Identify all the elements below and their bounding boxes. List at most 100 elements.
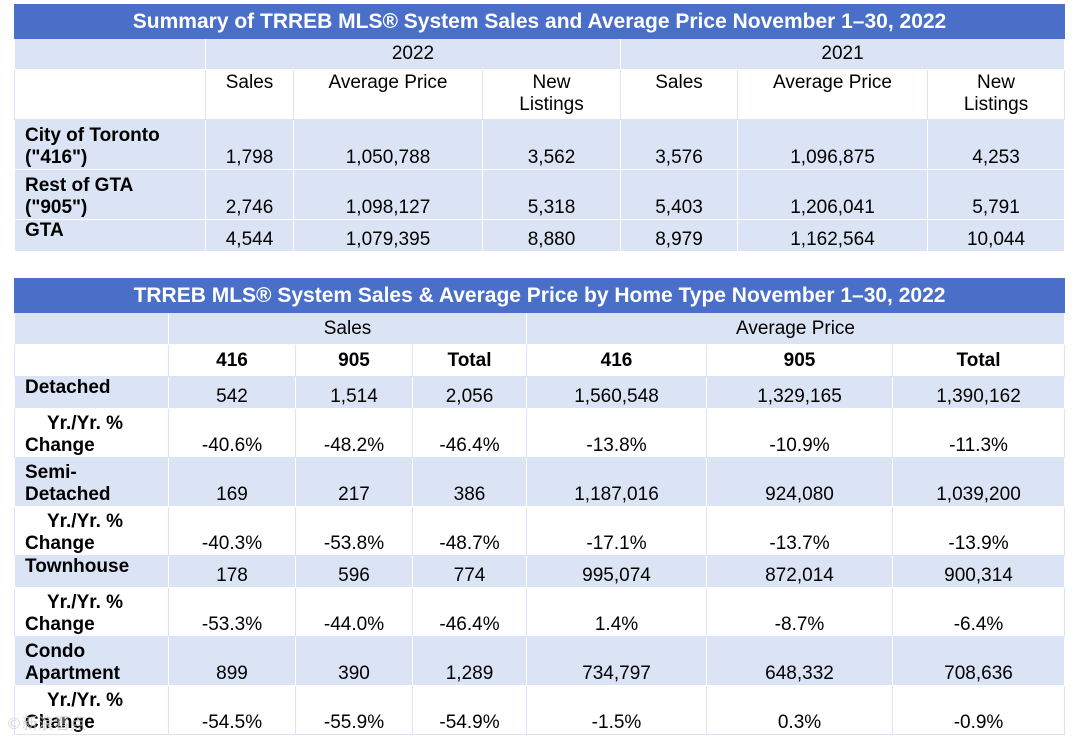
cell: 1,098,127 [293, 169, 483, 220]
subheader-price-total: Total [891, 344, 1066, 377]
cell: 872,014 [706, 555, 893, 588]
cell: 1,050,788 [293, 119, 483, 170]
yoy-change-row: Yr./Yr. % Change -40.3% -53.8% -48.7% -17.1% -… [14, 506, 1066, 556]
cell: 1,329,165 [706, 376, 893, 409]
cell: -53.8% [295, 506, 413, 556]
col-avg-price-2021: Average Price [737, 69, 928, 120]
new-listings-line1: New [977, 72, 1016, 93]
cell: 1,039,200 [891, 457, 1066, 507]
home-type-table-title: TRREB MLS® System Sales & Average Price … [13, 278, 1066, 313]
home-type-row: Condo Apartment 899 390 1,289 734,797 648,332 7… [14, 636, 1066, 686]
new-listings-line2: Listings [963, 94, 1029, 115]
col-avg-price-2022: Average Price [293, 69, 483, 120]
cell: 4,544 [205, 219, 294, 252]
cell: 1,079,395 [293, 219, 483, 252]
home-type-table: TRREB MLS® System Sales & Average Price … [13, 278, 1066, 735]
watermark: ©新浪看点 [6, 714, 87, 733]
cell: 1,560,548 [526, 376, 707, 409]
home-type-row: Townhouse 178 596 774 995,074 872,014 900,314 [14, 555, 1066, 588]
subheader-sales-905: 905 [295, 344, 413, 377]
year-2022-header: 2022 [205, 38, 621, 70]
cell: 178 [168, 555, 296, 588]
cell: 1,162,564 [737, 219, 928, 252]
cell: 5,318 [482, 169, 621, 220]
row-label-line2: ("416") [25, 147, 88, 168]
subheader-price-905: 905 [706, 344, 893, 377]
cell: -13.9% [891, 506, 1066, 556]
cell: -40.3% [168, 506, 296, 556]
cell: 899 [168, 636, 296, 686]
cell: -53.3% [168, 587, 296, 637]
subheader-sales-total: Total [412, 344, 527, 377]
home-type-row: Detached 542 1,514 2,056 1,560,548 1,329,165 1… [14, 376, 1066, 409]
cell: 8,880 [482, 219, 621, 252]
row-label: Yr./Yr. % Change [14, 587, 169, 637]
row-label-line2: ("905") [25, 197, 88, 218]
row-label-line2: Change [25, 712, 95, 733]
group-avg-price-header: Average Price [525, 312, 1066, 345]
cell: 734,797 [526, 636, 707, 686]
cell: -44.0% [295, 587, 413, 637]
cell: 169 [168, 457, 296, 507]
cell: -17.1% [526, 506, 707, 556]
summary-table: Summary of TRREB MLS® System Sales and A… [13, 4, 1066, 252]
subheader-sales-416: 416 [168, 344, 296, 377]
cell: 1,289 [412, 636, 527, 686]
cell: 386 [412, 457, 527, 507]
home-type-label-header [14, 344, 169, 377]
cell: -13.8% [526, 408, 707, 458]
row-label-line1: Semi- [25, 462, 77, 483]
yoy-change-row: Yr./Yr. % Change -54.5% -55.9% -54.9% -1.5% 0.… [14, 685, 1066, 735]
row-label: Semi- Detached [14, 457, 169, 507]
cell: -10.9% [706, 408, 893, 458]
new-listings-line1: New [532, 72, 571, 93]
new-listings-line2: Listings [519, 94, 584, 115]
cell: 3,576 [620, 119, 738, 170]
row-label-line1: Yr./Yr. % [47, 413, 124, 434]
row-label-line2: Change [25, 435, 95, 456]
cell: -0.9% [891, 685, 1066, 735]
col-sales-2022: Sales [205, 69, 294, 120]
row-label: Yr./Yr. % Change [14, 685, 169, 735]
cell: 774 [412, 555, 527, 588]
cell: 5,403 [620, 169, 738, 220]
cell: 5,791 [926, 169, 1066, 220]
cell: 924,080 [706, 457, 893, 507]
row-label: Townhouse [14, 555, 169, 588]
group-sales-header: Sales [168, 312, 527, 345]
cell: -48.2% [295, 408, 413, 458]
col-new-listings-2022: New Listings [482, 69, 621, 120]
summary-table-title: Summary of TRREB MLS® System Sales and A… [13, 4, 1066, 39]
cell: 2,746 [205, 169, 294, 220]
cell: -46.4% [412, 587, 527, 637]
row-label-line1: Rest of GTA [25, 175, 134, 196]
row-label-line1: Yr./Yr. % [47, 592, 124, 613]
row-label: Detached [14, 376, 169, 409]
row-label-rest-of-gta: Rest of GTA ("905") [14, 169, 206, 220]
yoy-change-row: Yr./Yr. % Change -53.3% -44.0% -46.4% 1.4% -8.… [14, 587, 1066, 637]
cell: 4,253 [926, 119, 1066, 170]
summary-label-header [14, 69, 206, 120]
row-label: Yr./Yr. % Change [14, 408, 169, 458]
row-label-line1: Yr./Yr. % [47, 511, 124, 532]
yoy-change-row: Yr./Yr. % Change -40.6% -48.2% -46.4% -13.8% -… [14, 408, 1066, 458]
col-sales-2021: Sales [620, 69, 738, 120]
cell: -46.4% [412, 408, 527, 458]
cell: 900,314 [891, 555, 1066, 588]
col-new-listings-2021: New Listings [926, 69, 1066, 120]
cell: -1.5% [526, 685, 707, 735]
cell: 1,206,041 [737, 169, 928, 220]
cell: 8,979 [620, 219, 738, 252]
row-label-line2: Change [25, 614, 95, 635]
cell: -8.7% [706, 587, 893, 637]
row-label-line1: Condo [25, 641, 86, 662]
year-2021-header: 2021 [619, 38, 1066, 70]
cell: -13.7% [706, 506, 893, 556]
cell: 995,074 [526, 555, 707, 588]
cell: 1,798 [205, 119, 294, 170]
row-label-line2: Detached [25, 484, 111, 505]
cell: -11.3% [891, 408, 1066, 458]
row-label-line2: Change [25, 533, 95, 554]
cell: 0.3% [706, 685, 893, 735]
cell: 542 [168, 376, 296, 409]
